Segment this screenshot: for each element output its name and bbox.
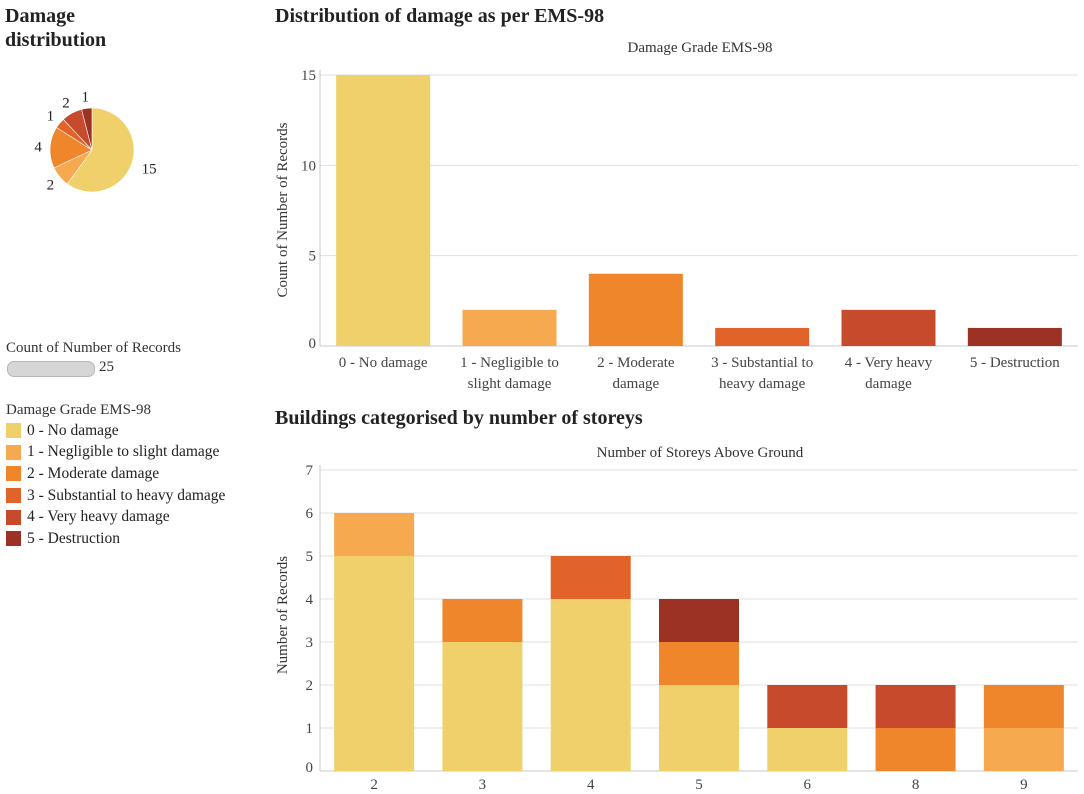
legend-swatch: [6, 423, 21, 439]
pie-slice-label: 4: [34, 140, 42, 156]
pie-slice-label: 1: [47, 109, 55, 125]
color-legend-title: Damage Grade EMS-98: [6, 402, 151, 418]
x-tick-label: 1 - Negligible to: [460, 355, 559, 371]
bar: [715, 327, 810, 346]
bar-segment: [659, 685, 739, 771]
chart-subtitle: Number of Storeys Above Ground: [597, 445, 804, 461]
x-tick-label: damage: [613, 376, 660, 392]
y-tick-label: 1: [306, 721, 314, 737]
legend-label: 5 - Destruction: [27, 529, 120, 547]
x-tick-label: 5: [695, 777, 703, 793]
storeys-chart-section-title: Buildings categorised by number of store…: [275, 407, 643, 429]
legend-item: 5 - Destruction: [6, 528, 225, 550]
pie-slice-label: 1: [81, 89, 89, 105]
pie-slice: [81, 107, 93, 151]
legend-item: 2 - Moderate damage: [6, 463, 225, 485]
bar-segment: [442, 599, 523, 642]
bar-segment: [983, 728, 1064, 771]
x-tick-label: 6: [804, 777, 812, 793]
x-tick-label: 2 - Moderate: [597, 355, 675, 371]
y-axis-label: Count of Number of Records: [275, 122, 291, 297]
pie-slice-label: 2: [62, 96, 70, 112]
y-tick-label: 3: [306, 635, 314, 651]
y-tick-label: 5: [309, 249, 317, 265]
color-legend: 0 - No damage 1 - Negligible to slight da…: [6, 420, 225, 550]
chart-subtitle: Damage Grade EMS-98: [628, 40, 773, 56]
y-axis-label: Number of Records: [275, 556, 291, 674]
x-tick-label: 9: [1020, 777, 1028, 793]
size-legend-pill: [7, 361, 95, 377]
x-tick-label: slight damage: [468, 376, 552, 392]
x-tick-label: 4 - Very heavy: [845, 355, 933, 371]
legend-label: 3 - Substantial to heavy damage: [27, 486, 226, 504]
y-tick-label: 4: [306, 592, 314, 608]
y-tick-label: 15: [301, 68, 316, 84]
y-tick-label: 2: [306, 678, 314, 694]
x-tick-label: 4: [587, 777, 595, 793]
y-tick-label: 7: [306, 463, 314, 479]
x-tick-label: 3: [479, 777, 487, 793]
y-tick-label: 6: [306, 506, 314, 522]
legend-swatch: [6, 509, 21, 525]
size-legend-value: 25: [99, 359, 114, 375]
grade-chart-section-title: Distribution of damage as per EMS-98: [275, 5, 605, 27]
y-tick-label: 10: [301, 158, 316, 174]
bar-segment: [983, 685, 1064, 728]
legend-swatch: [6, 466, 21, 482]
x-tick-label: heavy damage: [719, 376, 806, 392]
damage-grade-bar-chart: Damage Grade EMS-98 0 5 10 15 0 - No damage 1 …: [275, 40, 1078, 392]
legend-item: 0 - No damage: [6, 420, 225, 442]
legend-label: 2 - Moderate damage: [27, 464, 160, 482]
y-tick-label: 0: [309, 336, 317, 352]
bar-segment: [767, 728, 848, 771]
y-tick-label: 5: [306, 549, 314, 565]
bar-segment: [659, 642, 739, 685]
bar: [967, 327, 1062, 346]
bar: [588, 273, 683, 346]
legend-item: 4 - Very heavy damage: [6, 506, 225, 528]
x-tick-label: 2: [370, 777, 378, 793]
y-tick-label: 0: [306, 760, 314, 776]
bar-segment: [659, 599, 739, 642]
bar-segment: [875, 728, 956, 771]
x-tick-label: 5 - Destruction: [970, 355, 1060, 371]
bar: [336, 75, 431, 346]
bar: [462, 309, 557, 346]
legend-swatch: [6, 531, 21, 547]
legend-label: 4 - Very heavy damage: [27, 508, 170, 526]
legend-label: 1 - Negligible to slight damage: [27, 443, 220, 461]
bar: [841, 309, 936, 346]
bar-segment: [875, 685, 956, 728]
bar-segment: [550, 556, 631, 599]
x-tick-label: 0 - No damage: [339, 355, 428, 371]
bar-segment: [550, 599, 631, 771]
bar-segment: [334, 556, 415, 771]
pie-slice-label: 2: [47, 177, 55, 193]
x-tick-label: 3 - Substantial to: [711, 355, 813, 371]
pie-slice-label: 15: [142, 162, 157, 178]
legend-item: 1 - Negligible to slight damage: [6, 442, 225, 464]
size-legend-title: Count of Number of Records: [6, 340, 181, 356]
bar-segment: [767, 685, 848, 728]
legend-swatch: [6, 444, 21, 460]
pie-slice: [66, 107, 135, 193]
bar-segment: [334, 513, 415, 556]
x-tick-label: 8: [912, 777, 920, 793]
x-tick-label: damage: [865, 376, 912, 392]
pie-section-title: Damage distribution: [5, 5, 107, 51]
bar-segment: [442, 642, 523, 771]
legend-swatch: [6, 488, 21, 504]
legend-label: 0 - No damage: [27, 421, 119, 439]
legend-item: 3 - Substantial to heavy damage: [6, 485, 225, 507]
